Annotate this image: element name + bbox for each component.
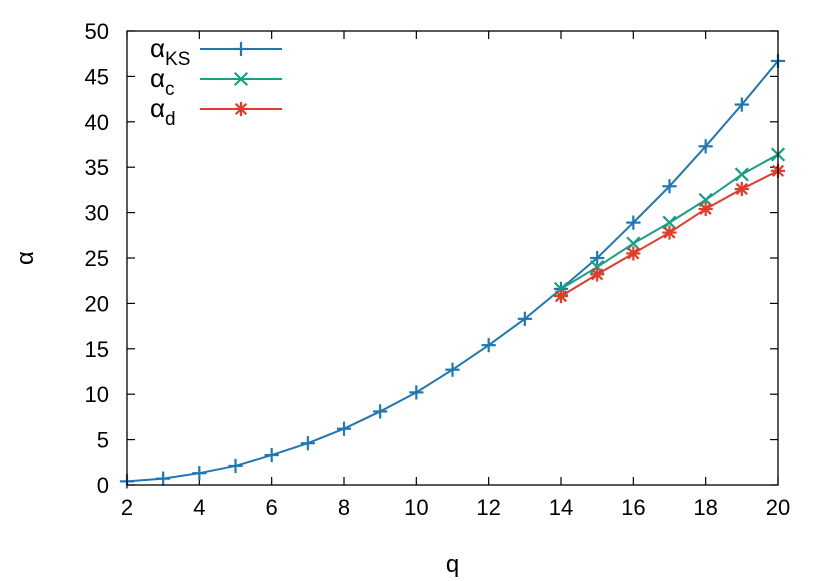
x-tick-label: 14	[549, 495, 573, 520]
data-point	[300, 436, 315, 451]
x-tick-label: 12	[476, 495, 500, 520]
data-point	[517, 311, 532, 326]
series-layer	[119, 53, 786, 489]
y-axis-label: α	[12, 251, 39, 265]
data-point	[662, 215, 677, 230]
data-point	[228, 458, 243, 474]
y-tick-label: 25	[85, 246, 109, 271]
data-point	[734, 181, 749, 197]
data-point	[698, 139, 713, 154]
data-point	[590, 250, 605, 266]
x-tick-label: 10	[404, 495, 428, 520]
x-axis-label: q	[446, 551, 459, 578]
legend-marker	[233, 71, 249, 87]
legend-symbol: α	[150, 33, 165, 63]
data-point	[626, 246, 641, 261]
legend-symbol: α	[150, 63, 165, 93]
legend-subscript: c	[165, 79, 175, 100]
data-point	[373, 404, 388, 419]
y-tick-label: 40	[85, 110, 109, 135]
legend-subscript: d	[165, 109, 176, 130]
legend-entry-d: αd	[150, 93, 282, 130]
series-c	[553, 147, 786, 296]
data-point	[409, 385, 424, 400]
y-tick-label: 5	[97, 428, 109, 453]
legend-symbol: α	[150, 93, 165, 123]
data-point	[734, 167, 749, 182]
y-tick-label: 20	[85, 291, 109, 316]
series-KS	[119, 53, 786, 489]
y-tick-label: 30	[85, 201, 109, 226]
y-tick-label: 45	[85, 64, 109, 89]
x-tick-label: 4	[193, 495, 205, 520]
x-tick-label: 2	[121, 495, 133, 520]
legend-entry-c: αc	[150, 63, 282, 100]
y-tick-label: 50	[85, 19, 109, 44]
data-point	[445, 362, 460, 377]
plot-frame	[126, 30, 779, 486]
legend-subscript: KS	[165, 49, 190, 70]
data-point	[264, 447, 279, 463]
legend-label: αd	[150, 93, 176, 130]
legend-entry-KS: αKS	[150, 33, 282, 70]
legend-label: αKS	[150, 33, 190, 70]
x-tick-label: 16	[621, 495, 645, 520]
legend-label: αc	[150, 63, 175, 100]
data-point	[626, 236, 641, 251]
data-point	[481, 338, 496, 353]
y-tick-label: 10	[85, 382, 109, 407]
data-point	[698, 192, 713, 207]
data-point	[192, 466, 207, 481]
data-point	[662, 179, 677, 194]
legend-marker	[233, 41, 249, 57]
x-tick-label: 6	[266, 495, 278, 520]
data-point	[662, 225, 677, 240]
legend-marker	[233, 101, 249, 117]
y-tick-label: 35	[85, 155, 109, 180]
data-point	[336, 421, 352, 436]
x-tick-label: 18	[693, 495, 717, 520]
x-tick-label: 20	[766, 495, 790, 520]
data-point	[626, 215, 641, 230]
data-point	[698, 201, 713, 217]
data-point	[734, 97, 749, 112]
axis-ticks: 2 4 6 8 10 12 14 16 18 20 0 5 10 15 20 25 30 35 40 45 50	[85, 19, 791, 520]
y-tick-label: 0	[97, 473, 109, 498]
data-point	[590, 267, 605, 282]
x-tick-label: 8	[338, 495, 350, 520]
y-tick-label: 15	[85, 337, 109, 362]
series-line	[126, 60, 779, 483]
data-point	[156, 471, 171, 486]
data-point	[553, 289, 569, 304]
